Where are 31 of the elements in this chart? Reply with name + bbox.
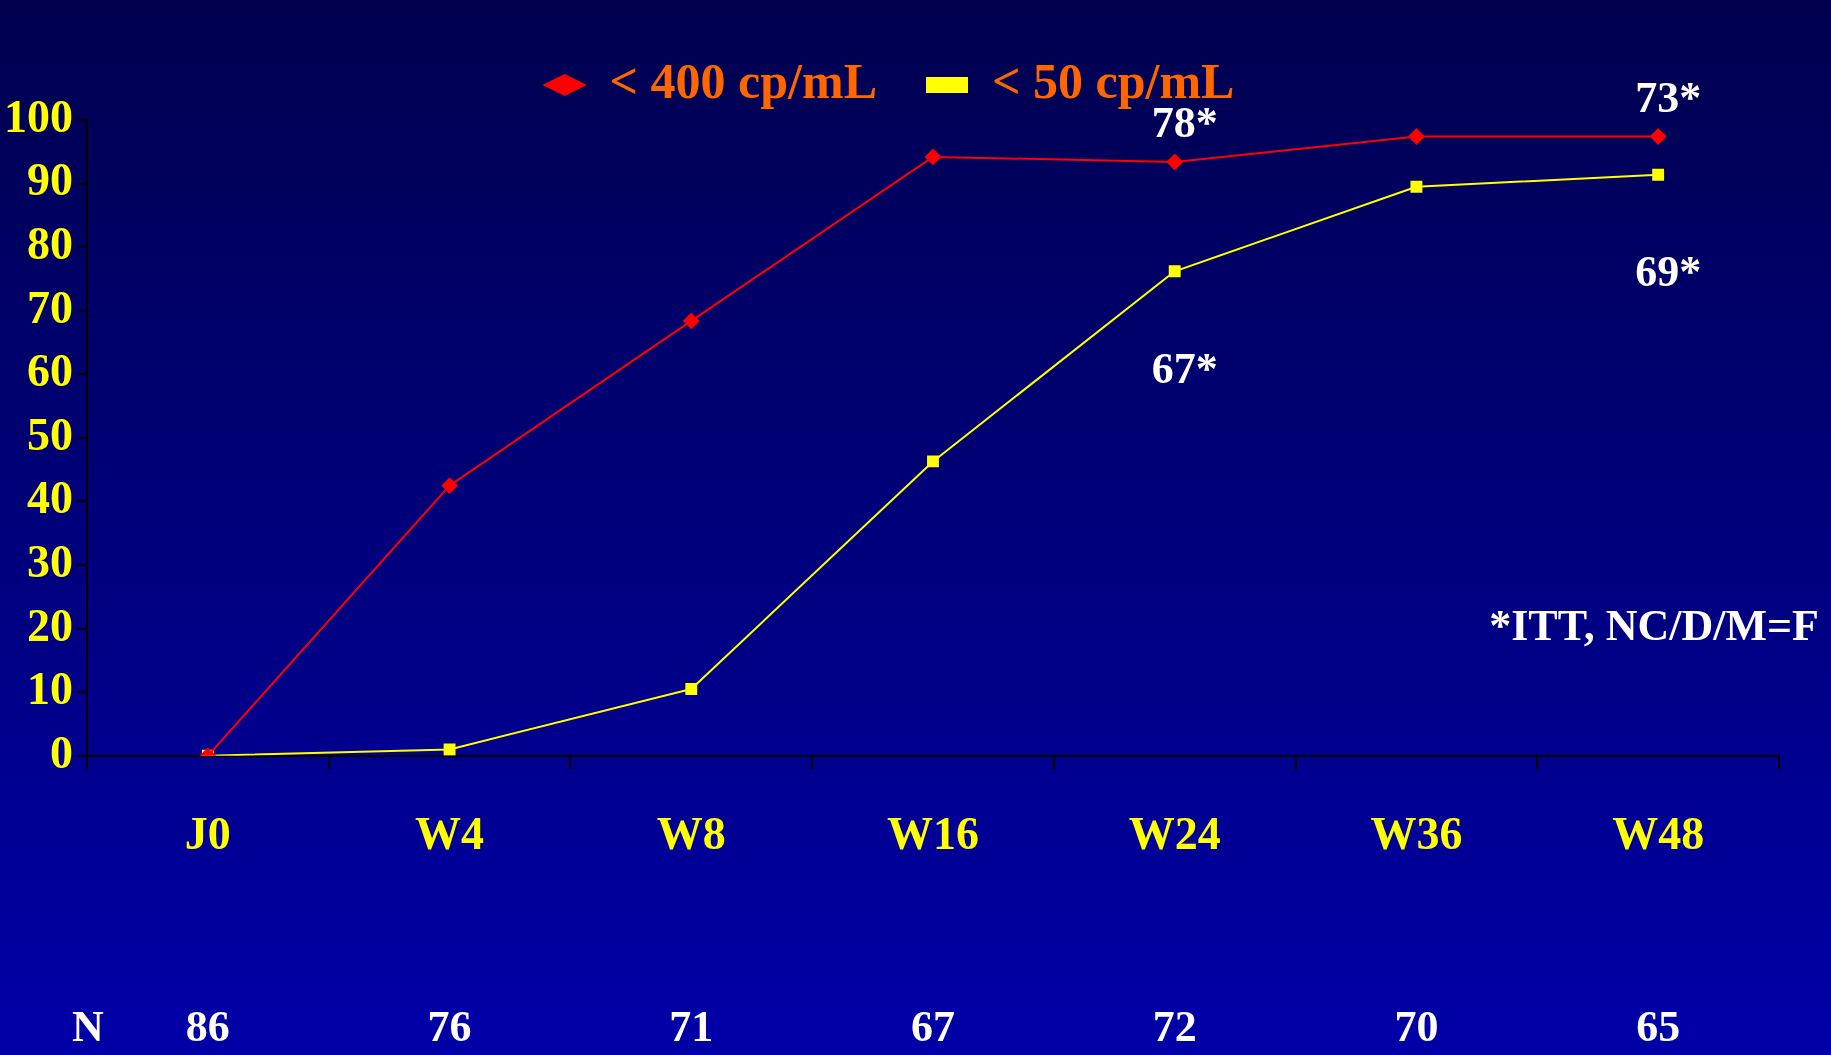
text: 65 [1636,1002,1681,1052]
y-tick-label: 10 [27,663,73,715]
y-tick-label: 100 [4,90,73,142]
y-tick-label: 20 [27,599,73,651]
y-tick-label: 60 [27,345,73,397]
legend-label: < 400 cp/mL [609,52,878,109]
x-tick-label: W36 [1370,808,1463,860]
y-tick-label: 30 [27,535,73,587]
x-tick-label: W4 [415,808,485,860]
x-tick-label: W8 [656,808,726,860]
y-tick-label: 50 [27,408,73,460]
y-tick-label: 0 [50,726,73,778]
x-tick-label: J0 [184,808,231,860]
text: 86 [185,1002,230,1052]
text: 71 [669,1002,714,1052]
text: 70 [1394,1002,1439,1052]
annotation: 73* [1635,72,1702,122]
text: 72 [1152,1002,1197,1052]
x-tick-label: W16 [887,808,979,860]
x-tick-label: W48 [1612,808,1705,860]
annotation: 69* [1635,247,1702,297]
text: N [72,1002,105,1052]
text: 76 [427,1002,472,1052]
annotation: 67* [1151,343,1218,393]
x-tick-label: W24 [1128,808,1221,860]
y-tick-label: 90 [27,154,73,206]
y-tick-label: 40 [27,472,73,524]
text: 67 [911,1002,955,1052]
y-tick-label: 70 [27,281,73,333]
annotation: *ITT, NC/D/M=F [1489,601,1819,650]
y-tick-label: 80 [27,218,73,270]
